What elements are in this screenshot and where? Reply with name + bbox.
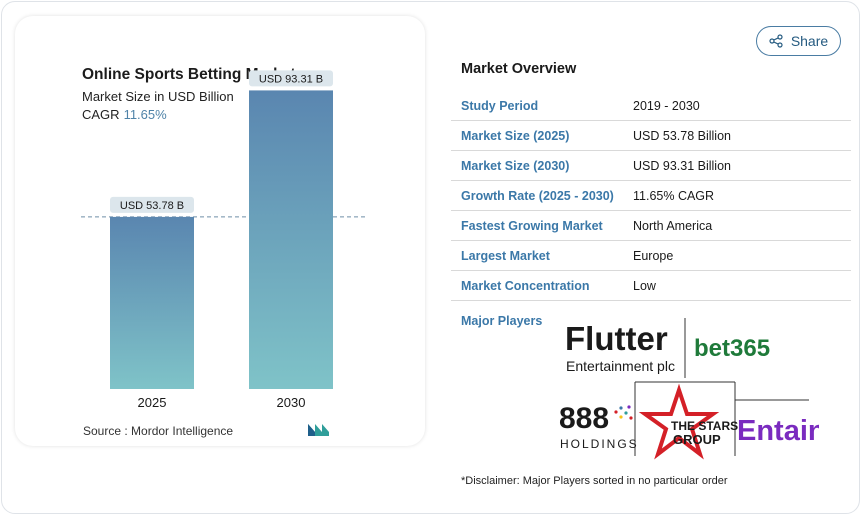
entain-logo-text: Entain bbox=[737, 415, 819, 447]
overview-key: Market Concentration bbox=[461, 278, 590, 293]
x-tick-label: 2030 bbox=[277, 395, 306, 410]
overview-row: Study Period 2019 - 2030 bbox=[451, 91, 851, 121]
overview-title: Market Overview bbox=[461, 61, 577, 77]
overview-value: 11.65% CAGR bbox=[633, 188, 715, 203]
chart-cagr: CAGR 11.65% bbox=[82, 107, 167, 122]
overview-value: 2019 - 2030 bbox=[633, 98, 700, 113]
bet365-logo-text: bet365 bbox=[694, 335, 770, 362]
share-button[interactable]: Share bbox=[756, 26, 841, 56]
data-label-bg bbox=[110, 196, 194, 213]
overview-row: Fastest Growing Market North America bbox=[451, 211, 851, 241]
overview-value: Low bbox=[633, 278, 656, 293]
stars-group-logo: THE STARS GROUP bbox=[638, 383, 738, 460]
disclaimer: *Disclaimer: Major Players sorted in no … bbox=[461, 475, 728, 487]
chart-card: Online Sports Betting Market Market Size… bbox=[15, 16, 425, 446]
overview-row: Market Size (2025) USD 53.78 Billion bbox=[451, 121, 851, 151]
888-holdings-logo: 888 HOLDINGS bbox=[559, 402, 639, 451]
overview-key: Growth Rate (2025 - 2030) bbox=[461, 188, 614, 203]
data-label: USD 93.31 B bbox=[259, 73, 323, 85]
flutter-logo-sub: Entertainment plc bbox=[566, 358, 675, 374]
share-label: Share bbox=[790, 33, 829, 49]
chart-title: Online Sports Betting Market bbox=[82, 66, 296, 83]
overview-value: Europe bbox=[633, 248, 674, 263]
overview-row: Growth Rate (2025 - 2030) 11.65% CAGR bbox=[451, 181, 851, 211]
overview-key: Study Period bbox=[461, 98, 539, 113]
cagr-label: CAGR bbox=[82, 107, 120, 122]
bar-2030 bbox=[249, 90, 333, 390]
source-note: Source : Mordor Intelligence bbox=[83, 424, 234, 438]
mordor-logo-icon bbox=[308, 424, 329, 436]
stars-logo-sub: GROUP bbox=[673, 432, 721, 447]
cagr-value: 11.65% bbox=[123, 107, 167, 122]
overview-value: USD 93.31 Billion bbox=[633, 158, 731, 173]
bar-2025 bbox=[110, 216, 194, 389]
chart-subtitle: Market Size in USD Billion bbox=[82, 89, 234, 104]
overview-value: USD 53.78 Billion bbox=[633, 128, 731, 143]
stars-logo-name: THE STARS bbox=[671, 419, 738, 433]
bet365-logo: bet365 bbox=[694, 335, 770, 362]
bar-chart: USD 53.78 B 2025 USD 93.31 B 2030 bbox=[81, 70, 365, 410]
overview-table: Study Period 2019 - 2030 Market Size (2025… bbox=[451, 91, 851, 301]
flutter-logo-name: Flutter bbox=[565, 320, 668, 357]
overview-row: Market Size (2030) USD 93.31 Billion bbox=[451, 151, 851, 181]
overview-value: North America bbox=[633, 218, 713, 233]
888-logo-sub: HOLDINGS bbox=[560, 437, 639, 451]
overview-row: Largest Market Europe bbox=[451, 241, 851, 271]
entain-logo: Entain bbox=[737, 415, 819, 447]
major-players-label: Major Players bbox=[461, 314, 543, 328]
major-players-logos: Flutter Entertainment plc bet365 888 HOL… bbox=[559, 318, 819, 460]
overview-key: Market Size (2025) bbox=[461, 128, 570, 143]
overview-key: Market Size (2030) bbox=[461, 158, 570, 173]
overview-key: Largest Market bbox=[461, 248, 550, 263]
888-logo-name: 888 bbox=[559, 402, 609, 435]
overview-row: Market Concentration Low bbox=[451, 271, 851, 301]
overview-key: Fastest Growing Market bbox=[461, 218, 603, 233]
share-icon bbox=[769, 34, 783, 48]
data-label: USD 53.78 B bbox=[120, 200, 184, 212]
flutter-logo: Flutter Entertainment plc bbox=[565, 320, 675, 374]
x-tick-label: 2025 bbox=[138, 395, 167, 410]
data-label-bg bbox=[249, 70, 333, 87]
